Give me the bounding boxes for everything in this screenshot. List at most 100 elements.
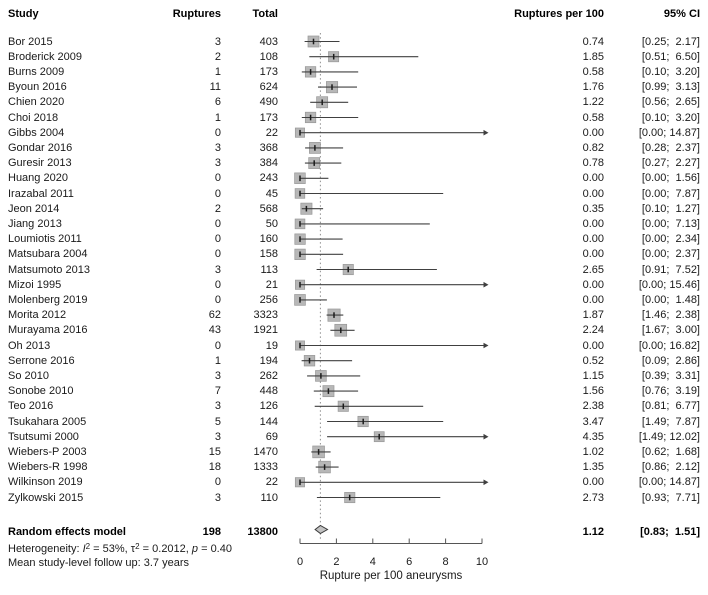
study-row: Loumiotis 2011 0 160 0.00 [0.00; 2.34]: [0, 232, 708, 246]
rate-value: 0.00: [582, 233, 604, 246]
ruptures-value: 3: [214, 369, 221, 382]
x-axis-tick-label: 4: [370, 556, 376, 568]
arrow-right-icon: [483, 342, 489, 349]
ruptures-value: 0: [214, 172, 221, 185]
total-value: 108: [259, 50, 278, 63]
rate-value: 0.00: [582, 476, 604, 489]
total-value: 624: [259, 81, 278, 94]
heterogeneity-segment: 2: [85, 541, 91, 551]
total-value: 144: [259, 415, 278, 428]
ci-value: [0.00; 1.56]: [641, 172, 700, 185]
ruptures-value: 1: [214, 354, 221, 367]
study-name: Murayama 2016: [8, 324, 88, 337]
ruptures-value: 3: [214, 400, 221, 413]
study-name: Morita 2012: [8, 309, 67, 322]
study-row: Oh 2013 0 19 0.00 [0.00; 16.82]: [0, 339, 708, 353]
column-header-ruptures: Ruptures: [172, 8, 221, 20]
total-value: 110: [260, 491, 278, 504]
study-name: Serrone 2016: [8, 354, 75, 367]
x-axis-tick-label: 8: [443, 556, 449, 568]
study-name: Burns 2009: [8, 65, 65, 78]
ci-value: [1.49; 12.02]: [638, 430, 700, 443]
ruptures-value: 7: [214, 385, 221, 398]
study-row: Tsutsumi 2000 3 69 4.35 [1.49; 12.02]: [0, 430, 708, 444]
rate-value: 0.74: [582, 35, 604, 48]
study-row: Murayama 2016 43 1921 2.24 [1.67; 3.00]: [0, 323, 708, 337]
ruptures-value: 0: [214, 248, 221, 261]
ruptures-value: 2: [214, 202, 221, 215]
arrow-right-icon: [483, 129, 489, 136]
study-name: Wiebers-P 2003: [8, 445, 87, 458]
study-row: Huang 2020 0 243 0.00 [0.00; 1.56]: [0, 171, 708, 185]
rate-value: 2.73: [582, 491, 604, 504]
rate-value: 0.52: [582, 354, 604, 367]
rate-value: 0.82: [582, 141, 604, 154]
heterogeneity-note: Heterogeneity: I2 = 53%, τ2 = 0.2012, p …: [8, 542, 232, 556]
total-value: 160: [259, 233, 278, 246]
ci-value: [0.10; 3.20]: [641, 111, 700, 124]
rate-value: 1.87: [582, 309, 604, 322]
study-name: Irazabal 2011: [8, 187, 74, 200]
total-value: 21: [265, 278, 278, 291]
followup-note: Mean study-level follow up: 3.7 years: [8, 557, 189, 569]
total-value: 22: [265, 476, 278, 489]
ci-value: [0.00; 2.37]: [641, 248, 700, 261]
rate-value: 1.76: [582, 81, 604, 94]
heterogeneity-segment: τ: [130, 543, 136, 555]
ruptures-value: 62: [208, 309, 221, 322]
column-header-total: Total: [252, 8, 278, 20]
ci-value: [0.00; 1.48]: [641, 293, 700, 306]
study-name: Choi 2018: [8, 111, 59, 124]
ci-value: [1.46; 2.38]: [641, 309, 700, 322]
total-value: 490: [259, 96, 278, 109]
study-row: Serrone 2016 1 194 0.52 [0.09; 2.86]: [0, 354, 708, 368]
study-row: Morita 2012 62 3323 1.87 [1.46; 2.38]: [0, 308, 708, 322]
ruptures-value: 0: [214, 217, 221, 230]
heterogeneity-segment: = 53%,: [90, 543, 131, 555]
arrow-right-icon: [483, 479, 489, 486]
study-name: Gibbs 2004: [8, 126, 65, 139]
study-row: Zylkowski 2015 3 110 2.73 [0.93; 7.71]: [0, 491, 708, 505]
study-row: Guresir 2013 3 384 0.78 [0.27; 2.27]: [0, 156, 708, 170]
ruptures-value: 15: [208, 445, 221, 458]
rate-value: 1.85: [582, 50, 604, 63]
column-header-ci: 95% CI: [663, 8, 700, 20]
study-name: Broderick 2009: [8, 50, 82, 63]
ci-value: [0.00; 16.82]: [638, 339, 700, 352]
study-row: So 2010 3 262 1.15 [0.39; 3.31]: [0, 369, 708, 383]
ruptures-value: 0: [214, 187, 221, 200]
study-row: Burns 2009 1 173 0.58 [0.10; 3.20]: [0, 65, 708, 79]
summary-ci: [0.83; 1.51]: [640, 526, 700, 538]
total-value: 22: [265, 126, 278, 139]
study-row: Gondar 2016 3 368 0.82 [0.28; 2.37]: [0, 141, 708, 155]
ci-value: [0.51; 6.50]: [641, 50, 700, 63]
rate-value: 0.00: [582, 172, 604, 185]
total-value: 1333: [253, 461, 278, 474]
study-name: Gondar 2016: [8, 141, 73, 154]
study-row: Sonobe 2010 7 448 1.56 [0.76; 3.19]: [0, 384, 708, 398]
ruptures-value: 0: [214, 293, 221, 306]
study-name: Zylkowski 2015: [8, 491, 84, 504]
ruptures-value: 3: [214, 35, 221, 48]
ruptures-value: 43: [208, 324, 221, 337]
ci-value: [0.56; 2.65]: [641, 96, 700, 109]
ruptures-value: 1: [214, 65, 221, 78]
study-name: Matsumoto 2013: [8, 263, 90, 276]
ci-value: [0.27; 2.27]: [641, 157, 700, 170]
study-name: Chien 2020: [8, 96, 65, 109]
ruptures-value: 0: [214, 339, 221, 352]
rate-value: 1.35: [582, 461, 604, 474]
rate-value: 2.24: [582, 324, 604, 337]
heterogeneity-segment: 2: [135, 541, 140, 551]
study-name: Tsutsumi 2000: [8, 430, 79, 443]
total-value: 194: [259, 354, 278, 367]
study-row: Tsukahara 2005 5 144 3.47 [1.49; 7.87]: [0, 415, 708, 429]
summary-total: 13800: [247, 526, 278, 538]
heterogeneity-segment: Heterogeneity:: [8, 543, 83, 555]
summary-label: Random effects model: [8, 526, 126, 538]
study-row: Jeon 2014 2 568 0.35 [0.10; 1.27]: [0, 202, 708, 216]
ruptures-value: 2: [214, 50, 221, 63]
